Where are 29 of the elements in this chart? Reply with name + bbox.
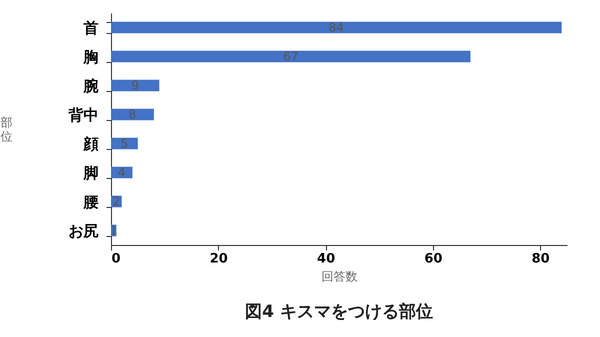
data-label: 5 [120, 136, 128, 150]
x-tick-label: 60 [424, 252, 442, 266]
x-tick-label: 20 [210, 252, 228, 266]
data-label: 8 [128, 108, 136, 122]
y-tick-label: 首 [82, 19, 98, 37]
x-tick-label: 0 [112, 252, 121, 266]
y-tick-label: 腰 [82, 193, 98, 211]
y-tick-label: 胸 [82, 48, 98, 66]
y-tick-label: 顔 [82, 135, 98, 153]
bar [111, 108, 154, 120]
data-label: 2 [112, 194, 120, 208]
data-label: 4 [118, 166, 126, 180]
y-tick-label: お尻 [68, 222, 98, 240]
y-axis-title: 部位 [0, 116, 12, 144]
bar [111, 138, 138, 150]
bar [111, 166, 132, 178]
y-tick-label: 腕 [82, 77, 98, 95]
bar [111, 80, 160, 92]
data-label: 67 [283, 50, 298, 64]
data-label: 1 [110, 224, 118, 238]
y-tick-label: 背中 [68, 106, 98, 124]
x-axis-title: 回答数 [322, 270, 358, 284]
x-tick-label: 40 [317, 252, 336, 266]
data-label: 9 [131, 78, 139, 92]
y-tick-label: 脚 [82, 164, 98, 182]
bar [111, 22, 562, 34]
bar [111, 50, 470, 62]
x-tick-label: 80 [532, 252, 550, 266]
data-label: 84 [328, 20, 344, 34]
